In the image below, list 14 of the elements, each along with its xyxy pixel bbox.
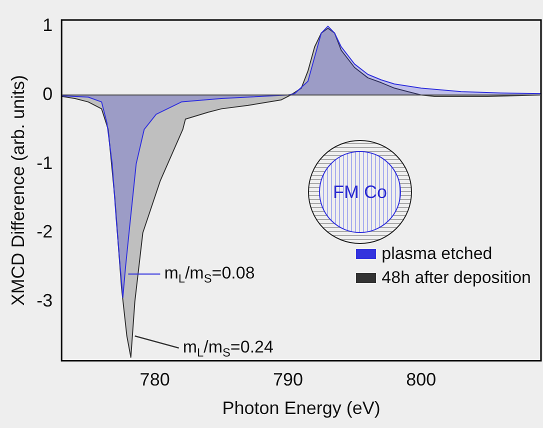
x-tick-label: 800 <box>406 370 436 390</box>
y-tick-label: 0 <box>42 84 53 104</box>
x-tick-label: 790 <box>272 370 304 390</box>
legend-label: 48h after deposition <box>382 268 531 288</box>
annotation: FM Co <box>319 151 401 233</box>
x-axis-title: Photon Energy (eV) <box>222 398 380 418</box>
y-tick-label: -1 <box>36 152 53 173</box>
y-tick-label: -3 <box>36 290 53 311</box>
y-tick-label: -2 <box>36 222 53 242</box>
legend-label: plasma etched <box>382 244 492 264</box>
y-tick-label: 1 <box>42 15 53 36</box>
concentric-circles-icon: FM Co <box>308 140 412 244</box>
x-tick-label: 780 <box>140 370 170 390</box>
y-axis-title: XMCD Difference (arb. units) <box>8 75 28 306</box>
